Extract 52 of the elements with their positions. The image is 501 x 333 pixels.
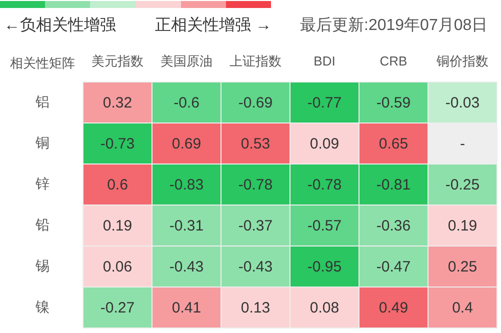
data-label: -0.81 <box>376 176 411 194</box>
y-tick-label: 锡 <box>34 258 50 274</box>
data-label: 0.06 <box>102 258 132 276</box>
text: ←负相关性增强 <box>4 16 116 36</box>
data-label: -0.03 <box>445 94 480 112</box>
x-tick-label: 美国原油 <box>160 54 212 68</box>
data-label: 0.32 <box>102 94 132 112</box>
data-label: -0.36 <box>376 218 411 234</box>
text: 正相关性增强 → <box>155 16 272 36</box>
data-label: -0.95 <box>307 258 342 276</box>
data-label: -0.37 <box>238 218 273 234</box>
data-label: -0.25 <box>445 176 480 194</box>
x-tick-label: CRB <box>380 54 408 68</box>
data-label: 0.65 <box>378 136 408 152</box>
data-label: 0.13 <box>240 300 270 316</box>
data-label: 0.4 <box>452 300 473 316</box>
data-label: 0.09 <box>310 136 340 152</box>
data-label: -0.69 <box>238 94 273 112</box>
data-label: -0.27 <box>100 300 135 316</box>
data-label: -0.78 <box>307 176 342 194</box>
x-tick-label: BDI <box>314 54 336 68</box>
data-label: 0.19 <box>102 218 132 234</box>
data-label: -0.78 <box>238 176 273 194</box>
data-label: 0.53 <box>240 136 270 152</box>
y-tick-label: 锌 <box>34 176 50 192</box>
data-label: -0.43 <box>169 258 204 276</box>
data-label: 0.25 <box>448 258 478 276</box>
data-label: -0.31 <box>169 218 204 234</box>
data-label: -0.59 <box>376 94 411 112</box>
x-tick-label: 铜价指数 <box>436 54 488 68</box>
data-label: -0.6 <box>174 94 200 112</box>
y-tick-label: 铅 <box>34 216 50 232</box>
data-label: -0.43 <box>238 258 273 276</box>
data-label: -0.83 <box>169 176 204 194</box>
text: - <box>460 136 465 152</box>
data-label: 0.69 <box>172 136 202 152</box>
data-label: -0.77 <box>307 94 342 112</box>
x-tick-label: 美元指数 <box>92 54 144 68</box>
y-axis-title: 相关性矩阵 <box>10 56 75 70</box>
y-tick-label: 镍 <box>34 298 50 314</box>
y-tick-label: 铝 <box>34 94 50 110</box>
data-label: 0.41 <box>172 300 202 316</box>
data-label: 0.49 <box>378 300 408 316</box>
data-label: -0.73 <box>100 136 135 152</box>
y-tick-label: 铜 <box>34 134 50 150</box>
data-label: -0.57 <box>307 218 342 234</box>
data-label: 0.6 <box>107 176 128 194</box>
text: 最后更新:2019年07月08日 <box>300 16 488 36</box>
data-label: -0.47 <box>376 258 411 276</box>
x-tick-label: 上证指数 <box>230 54 282 68</box>
data-label: 0.19 <box>448 218 478 234</box>
data-label: 0.08 <box>310 300 340 316</box>
